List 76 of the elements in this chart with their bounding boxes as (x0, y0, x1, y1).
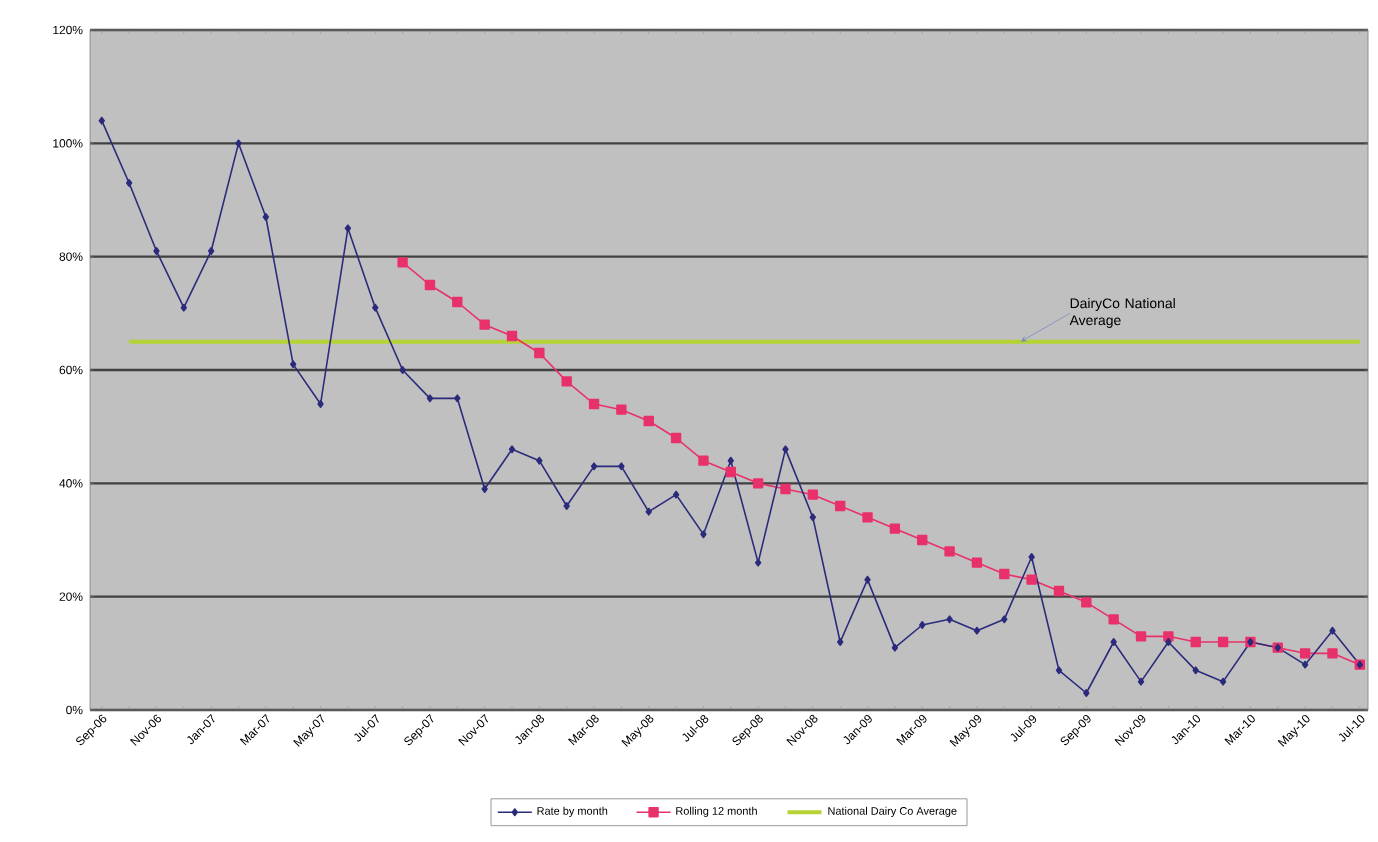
point (672, 490, 680, 499)
point (1137, 677, 1145, 686)
point (235, 139, 242, 148)
point (590, 462, 598, 471)
point (616, 404, 627, 415)
point (317, 400, 324, 408)
point (563, 502, 570, 510)
point (782, 445, 789, 454)
point (1329, 626, 1336, 635)
point (917, 534, 928, 546)
point (1217, 636, 1229, 648)
point (1299, 648, 1311, 659)
point (973, 626, 981, 635)
point (889, 523, 901, 534)
point (618, 462, 625, 471)
point (919, 621, 926, 629)
point (180, 303, 187, 312)
point (645, 507, 652, 516)
point (698, 455, 709, 466)
point (727, 456, 734, 465)
point (1108, 614, 1119, 625)
point (1192, 666, 1199, 675)
point (399, 366, 406, 374)
point (98, 116, 105, 125)
point (864, 575, 871, 584)
point (837, 638, 844, 646)
point (262, 213, 270, 221)
point (643, 415, 654, 427)
point (207, 247, 215, 255)
point (1026, 574, 1037, 585)
point (700, 530, 707, 539)
point (1081, 597, 1092, 608)
point (809, 513, 817, 522)
point (752, 478, 764, 489)
point (125, 179, 133, 187)
point (971, 557, 983, 568)
point (780, 483, 791, 495)
point (372, 303, 379, 312)
point (807, 489, 819, 500)
point (426, 394, 434, 403)
point (1028, 553, 1035, 561)
point (725, 466, 736, 478)
point (891, 643, 899, 652)
point (946, 615, 953, 624)
point (1165, 638, 1172, 646)
point (397, 257, 408, 268)
point (1190, 636, 1201, 648)
point (1110, 638, 1117, 646)
point (754, 558, 762, 567)
point (944, 546, 955, 557)
point (862, 512, 873, 523)
point (1083, 689, 1090, 697)
point (588, 398, 600, 410)
point (999, 568, 1010, 580)
point (534, 347, 545, 359)
point (508, 445, 516, 454)
point (479, 319, 490, 330)
point (1135, 631, 1147, 642)
point (424, 279, 436, 291)
point (835, 500, 846, 512)
point (454, 394, 461, 403)
point (290, 360, 297, 369)
point (506, 330, 518, 342)
point (561, 376, 572, 387)
point (1001, 615, 1008, 624)
point (536, 456, 543, 465)
point (452, 296, 463, 308)
point (1327, 648, 1338, 659)
point (481, 485, 488, 493)
point (153, 247, 160, 255)
point (1055, 666, 1063, 675)
point (1053, 585, 1065, 597)
point (344, 224, 352, 233)
point (1301, 660, 1309, 669)
point (670, 432, 682, 444)
point (1219, 677, 1227, 686)
